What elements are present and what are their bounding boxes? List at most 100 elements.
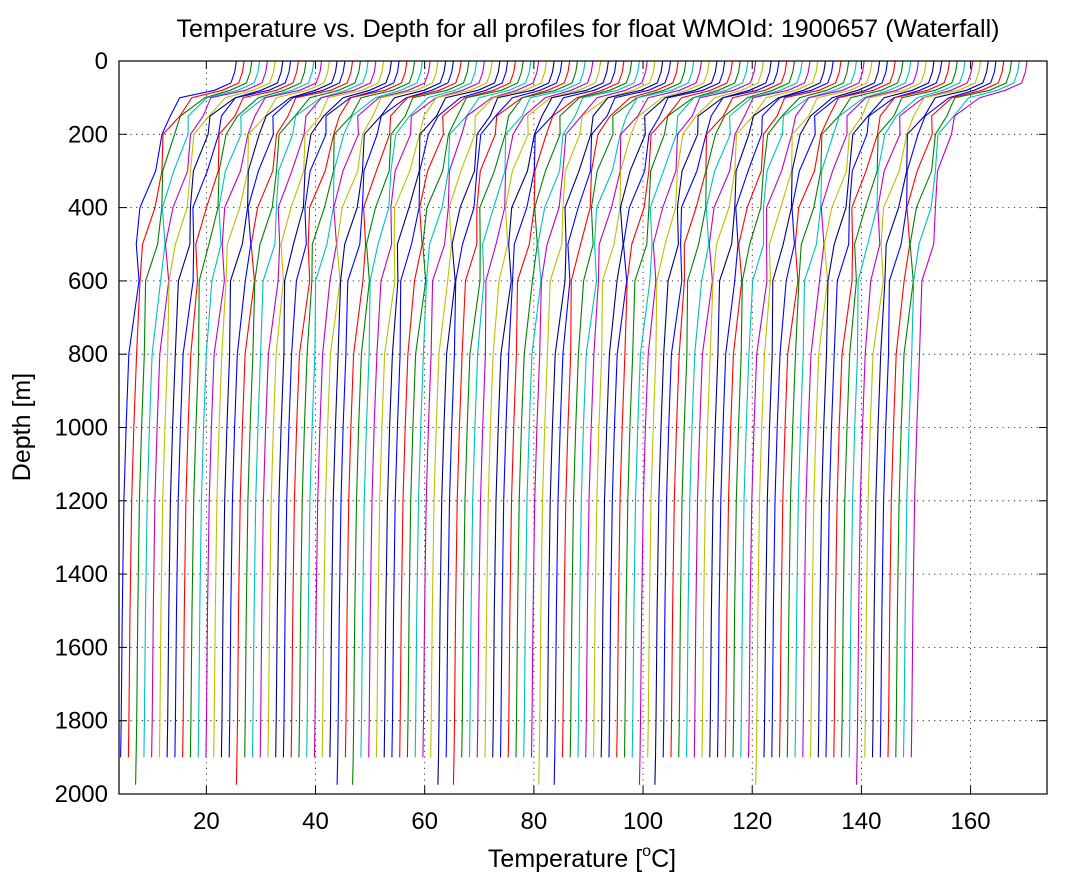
y-tick-label: 1200	[55, 488, 108, 515]
profile-line	[267, 60, 385, 758]
profile-line	[530, 60, 648, 758]
profile-line	[771, 60, 889, 758]
profile-line	[538, 60, 656, 785]
y-tick-label: 800	[68, 341, 108, 368]
profile-line	[616, 60, 734, 758]
profile-line	[833, 60, 951, 758]
profile-line	[182, 60, 299, 758]
profile-line	[763, 60, 881, 758]
y-tick-label: 1000	[55, 415, 108, 442]
y-tick-label: 1800	[55, 708, 108, 735]
profile-line	[484, 60, 602, 758]
profile-line	[507, 60, 625, 758]
profile-line	[282, 60, 400, 758]
x-axis-label: Temperature [oC]	[488, 843, 676, 873]
y-axis-label: Depth [m]	[8, 373, 36, 481]
profile-line	[344, 60, 462, 758]
profile-line	[840, 60, 958, 758]
profile-line	[235, 60, 354, 785]
profile-line	[189, 60, 307, 758]
profile-line	[430, 60, 547, 758]
profile-line	[476, 60, 594, 758]
y-tick-label: 0	[95, 48, 108, 75]
profile-line	[817, 60, 935, 758]
profile-line	[205, 60, 323, 758]
profile-line	[623, 60, 741, 758]
x-tick-label: 60	[411, 808, 438, 835]
profile-line	[143, 60, 261, 758]
profile-line	[585, 60, 703, 758]
profile-line	[515, 60, 633, 758]
profile-line	[709, 60, 827, 758]
profile-line	[313, 60, 431, 758]
profile-line	[461, 60, 578, 758]
profile-line	[902, 60, 1020, 758]
profile-line	[375, 60, 493, 758]
profile-line	[368, 60, 485, 758]
profile-line	[151, 60, 268, 758]
profile-line	[693, 60, 811, 758]
profile-line	[197, 60, 315, 758]
profile-line	[577, 60, 695, 758]
profile-line	[220, 60, 338, 758]
profile-line	[755, 60, 873, 785]
profile-line	[213, 60, 330, 758]
x-axis-label-suffix: C]	[651, 845, 676, 873]
profile-line	[701, 60, 819, 758]
x-axis-label-superscript: o	[642, 843, 651, 860]
profile-line	[321, 60, 439, 758]
profile-line	[879, 60, 997, 758]
x-tick-label: 140	[841, 808, 881, 835]
profile-line	[716, 60, 834, 758]
profile-line	[391, 60, 509, 758]
y-tick-labels: 0 200 400 600 800 1000 1200 1400 1600 1800 2000	[55, 48, 108, 808]
x-tick-label: 40	[302, 808, 329, 835]
profile-line	[135, 60, 253, 785]
profile-line	[406, 60, 524, 758]
profile-line	[895, 60, 1013, 758]
y-tick-label: 200	[68, 121, 108, 148]
profile-line	[329, 60, 447, 758]
profile-line	[910, 60, 1028, 758]
profile-line	[399, 60, 516, 758]
profile-line	[306, 60, 423, 758]
x-tick-label: 20	[193, 808, 220, 835]
x-tick-label: 160	[951, 808, 991, 835]
profile-line	[414, 60, 532, 758]
profile-line	[802, 60, 920, 758]
profile-line	[724, 60, 842, 758]
y-tick-label: 1400	[55, 561, 108, 588]
profile-line	[608, 60, 726, 758]
profile-line	[855, 60, 974, 785]
profile-line	[871, 60, 989, 758]
profile-line	[654, 60, 772, 785]
profile-line	[437, 60, 555, 785]
profile-line	[553, 60, 672, 785]
profile-line	[638, 60, 757, 785]
profile-line	[778, 60, 896, 758]
profile-line	[336, 60, 454, 785]
profile-line	[127, 60, 245, 758]
x-tick-label: 100	[623, 808, 663, 835]
x-tick-label: 80	[521, 808, 548, 835]
profile-line	[499, 60, 617, 758]
profile-line	[174, 60, 292, 758]
profile-line	[158, 60, 276, 758]
chart-title: Temperature vs. Depth for all profiles f…	[176, 15, 999, 43]
profile-line	[825, 60, 943, 758]
profile-line	[228, 60, 346, 758]
profile-line	[166, 60, 284, 758]
profile-line	[546, 60, 664, 758]
y-tick-label: 1600	[55, 634, 108, 661]
profile-line	[809, 60, 927, 758]
profile-line	[352, 60, 470, 785]
profile-line	[864, 60, 982, 758]
profile-line	[600, 60, 718, 758]
profile-line	[848, 60, 966, 758]
profile-line	[452, 60, 571, 785]
profile-line	[740, 60, 858, 758]
y-tick-label: 2000	[55, 781, 108, 808]
profile-line	[685, 60, 803, 758]
